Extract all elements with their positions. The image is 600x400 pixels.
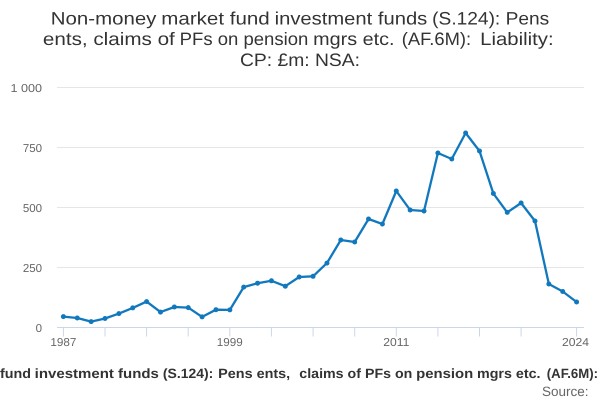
svg-text:PFs on pension: PFs on pension	[180, 29, 309, 49]
svg-text:PFs on: PFs on	[365, 366, 412, 381]
svg-text:(AF.6M):: (AF.6M):	[547, 366, 598, 381]
svg-text:(S.124):: (S.124):	[163, 366, 213, 381]
svg-text:mgrs etc.: mgrs etc.	[477, 366, 541, 381]
svg-text:750: 750	[23, 143, 42, 155]
svg-text:2024: 2024	[562, 337, 590, 349]
svg-text:market fund: market fund	[161, 9, 269, 29]
svg-text:Non-money: Non-money	[51, 9, 157, 29]
svg-text:250: 250	[23, 263, 42, 275]
svg-text:Source:: Source:	[542, 384, 589, 399]
svg-text:1 000: 1 000	[11, 83, 43, 95]
svg-text:500: 500	[23, 203, 42, 215]
svg-text:investment funds: investment funds	[35, 366, 159, 381]
svg-text:mgrs etc.: mgrs etc.	[313, 29, 394, 49]
svg-text:1999: 1999	[217, 337, 243, 349]
svg-text:investment funds: investment funds	[275, 9, 428, 29]
svg-text:Pens ents,: Pens ents,	[218, 366, 290, 381]
svg-text:0: 0	[36, 323, 42, 335]
svg-text:2011: 2011	[383, 337, 409, 349]
svg-text:Liability:: Liability:	[480, 29, 553, 49]
svg-text:(AF.6M):: (AF.6M):	[402, 29, 471, 49]
svg-text:(S.124): Pens: (S.124): Pens	[432, 9, 549, 29]
svg-text:pension: pension	[416, 366, 473, 381]
svg-text:ents, claims of: ents, claims of	[43, 29, 176, 49]
svg-text:fund: fund	[0, 366, 31, 381]
svg-text:1987: 1987	[50, 337, 76, 349]
svg-text:claims of: claims of	[299, 366, 361, 381]
svg-text:CP: £m: NSA:: CP: £m: NSA:	[240, 50, 360, 70]
